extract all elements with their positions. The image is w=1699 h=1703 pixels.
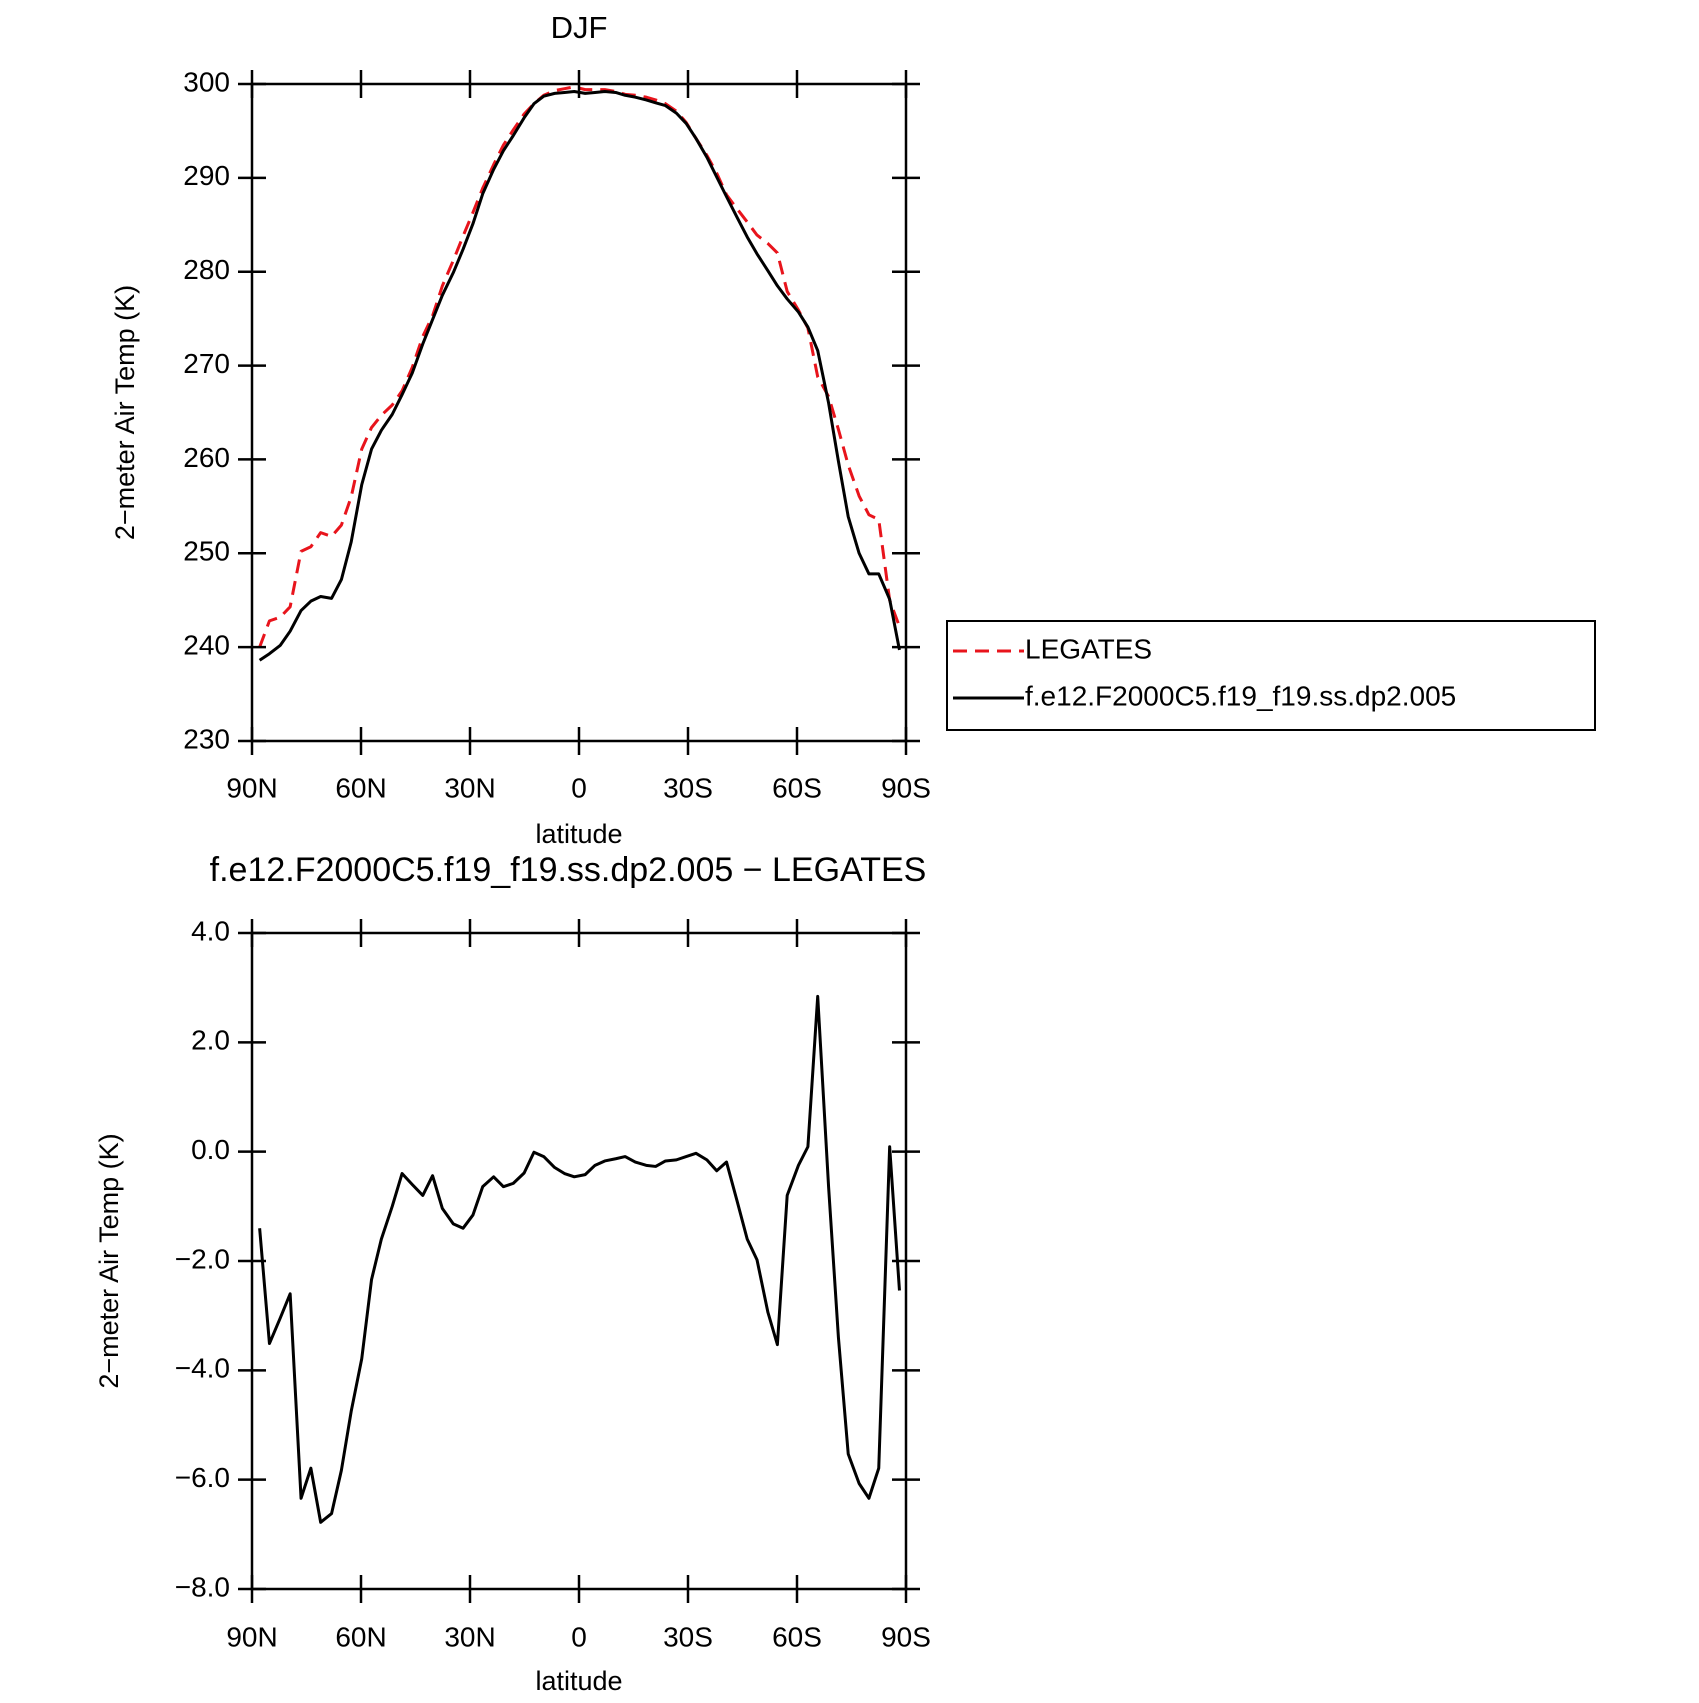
y-tick-label: 4.0	[191, 915, 230, 946]
legend-label: LEGATES	[1025, 633, 1152, 664]
x-axis-label: latitude	[535, 819, 622, 849]
x-tick-label: 30N	[444, 772, 495, 803]
y-tick-label: −6.0	[175, 1462, 230, 1493]
x-tick-label: 0	[571, 1621, 587, 1652]
y-tick-label: 270	[183, 348, 230, 379]
x-tick-label: 60S	[772, 1621, 822, 1652]
legend-label: f.e12.F2000C5.f19_f19.ss.dp2.005	[1025, 680, 1456, 711]
y-tick-label: 250	[183, 536, 230, 567]
plot-frame	[250, 931, 908, 1591]
y-tick-label: 2.0	[191, 1025, 230, 1056]
x-tick-label: 90N	[226, 772, 277, 803]
x-tick-label: 90S	[881, 1621, 931, 1652]
data-line	[258, 90, 901, 662]
y-tick-label: 240	[183, 630, 230, 661]
x-axis-label: latitude	[535, 1666, 622, 1696]
x-tick-label: 60S	[772, 772, 822, 803]
x-tick-label: 0	[571, 772, 587, 803]
y-tick-label: 230	[183, 723, 230, 754]
data-line	[258, 85, 901, 648]
legend-box	[946, 620, 1596, 731]
y-tick-label: −8.0	[175, 1571, 230, 1602]
y-tick-label: 300	[183, 66, 230, 97]
chart-title: f.e12.F2000C5.f19_f19.ss.dp2.005 − LEGAT…	[210, 851, 927, 889]
y-tick-label: 0.0	[191, 1134, 230, 1165]
x-tick-label: 30N	[444, 1621, 495, 1652]
y-tick-label: 290	[183, 160, 230, 191]
x-tick-label: 60N	[335, 772, 386, 803]
x-tick-label: 30S	[663, 1621, 713, 1652]
data-line	[258, 994, 901, 1524]
x-tick-label: 90S	[881, 772, 931, 803]
y-tick-label: −4.0	[175, 1353, 230, 1384]
y-tick-label: 260	[183, 442, 230, 473]
y-tick-label: −2.0	[175, 1243, 230, 1274]
plot-frame	[250, 82, 908, 743]
x-tick-label: 60N	[335, 1621, 386, 1652]
y-axis-label: 2−meter Air Temp (K)	[94, 1133, 124, 1388]
x-tick-label: 30S	[663, 772, 713, 803]
y-tick-label: 280	[183, 254, 230, 285]
chart-panel: f.e12.F2000C5.f19_f19.ss.dp2.005 − LEGAT…	[94, 851, 931, 1696]
y-axis-label: 2−meter Air Temp (K)	[110, 285, 140, 540]
chart-panel: DJF latitude 2−meter Air Temp (K) 90N 60N 30N…	[110, 10, 1596, 849]
chart-title: DJF	[551, 10, 608, 45]
x-tick-label: 90N	[226, 1621, 277, 1652]
